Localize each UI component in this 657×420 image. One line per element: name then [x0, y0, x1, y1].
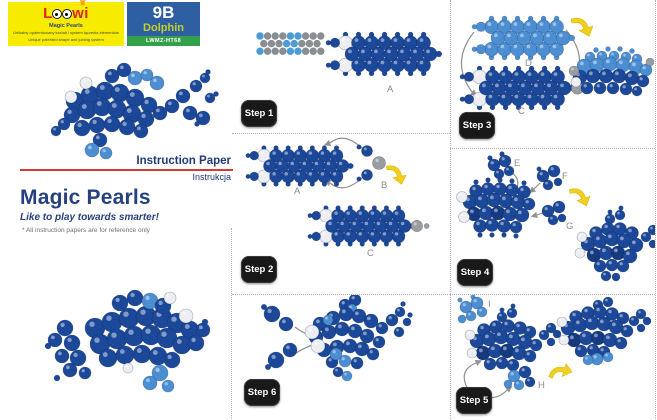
finished-model-photo-top — [50, 62, 219, 160]
svg-text:D: D — [525, 58, 532, 69]
svg-text:A: A — [294, 186, 301, 197]
info-block: Instruction Paper Instrukcja Magic Pearl… — [0, 155, 237, 234]
step5-diagram: IH — [457, 295, 652, 399]
step3-diagram: DC — [459, 15, 655, 117]
eye-icon — [52, 9, 63, 20]
red-divider — [20, 169, 233, 171]
instruction-paper-title-pl: Instrukcja — [192, 172, 231, 182]
brand-logo-box: Loowi ♛ Magic Pearls Unikalny opatentowa… — [8, 0, 124, 46]
svg-text:A: A — [387, 84, 394, 95]
panel-step-1: A Step 1 — [232, 0, 450, 134]
step-badge-3: Step 3 — [459, 112, 495, 139]
kit-code: 9B — [152, 3, 175, 22]
brand-subtitle: Magic Pearls — [49, 23, 83, 30]
step1-diagram: A — [256, 31, 443, 95]
brand-tagline-pl: Unikalny opatentowany kształt i system ł… — [13, 30, 119, 36]
svg-text:G: G — [566, 221, 573, 232]
dashed-divider-vertical — [231, 228, 232, 420]
kit-model: LWMZ-HT68 — [127, 35, 200, 46]
svg-text:F: F — [562, 171, 568, 182]
kit-name: Dolphin — [143, 21, 184, 34]
step-badge-4: Step 4 — [457, 259, 493, 286]
step6-diagram — [260, 295, 413, 382]
svg-text:B: B — [381, 180, 387, 191]
panel-step-2: A B C Step 2 — [232, 134, 450, 295]
step4-diagram: E F G — [456, 151, 655, 282]
brand-logo: Loowi ♛ — [43, 0, 89, 21]
svg-text:I: I — [488, 299, 491, 310]
column-middle: A Step 1 A B C Step 2 Step 6 — [232, 0, 451, 420]
product-slogan: Like to play towards smarter! — [20, 212, 159, 223]
crown-icon: ♛ — [79, 0, 87, 8]
panel-step-6: Step 6 — [232, 295, 450, 420]
finished-model-photo-bottom — [45, 289, 211, 393]
svg-text:E: E — [514, 158, 520, 169]
step-badge-1: Step 1 — [241, 100, 277, 127]
step-badge-2: Step 2 — [241, 256, 277, 283]
svg-text:C: C — [367, 248, 374, 259]
svg-text:H: H — [538, 380, 545, 391]
panel-step-4: E F G Step 4 — [450, 149, 655, 295]
svg-text:C: C — [518, 106, 525, 117]
reference-note: * All instruction papers are for referen… — [22, 227, 150, 234]
step-badge-6: Step 6 — [244, 379, 280, 406]
brand-tagline-en: Unique patented shape and joining system — [28, 36, 104, 42]
instruction-paper-title: Instruction Paper — [136, 155, 231, 167]
eye-icon — [62, 9, 73, 20]
step2-diagram: A B C — [245, 137, 430, 259]
kit-box: 9B Dolphin LWMZ-HT68 — [127, 2, 200, 46]
step-badge-5: Step 5 — [456, 387, 492, 414]
product-title: Magic Pearls — [20, 186, 151, 209]
